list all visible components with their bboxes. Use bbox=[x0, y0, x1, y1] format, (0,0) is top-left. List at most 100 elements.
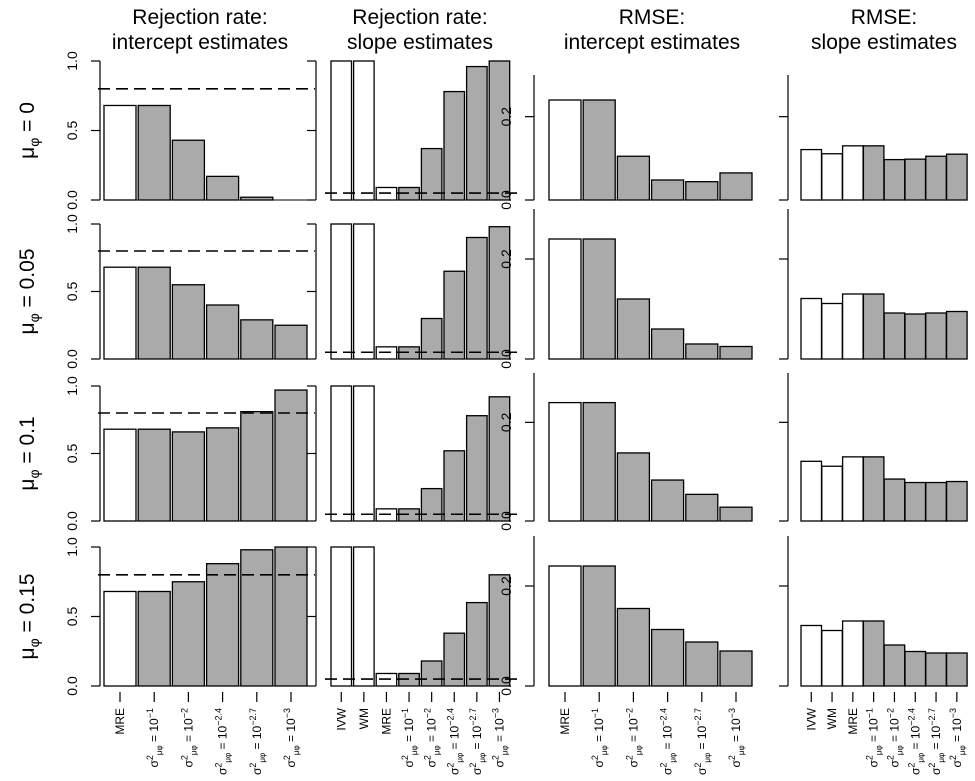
category-main: σ bbox=[284, 760, 298, 768]
panel-r3-c2 bbox=[307, 385, 518, 522]
bar bbox=[650, 628, 685, 687]
category-exponent: −2.7 bbox=[693, 708, 703, 726]
category-main: IVW bbox=[804, 707, 818, 730]
bar bbox=[904, 650, 927, 687]
column-title-line: intercept estimates bbox=[564, 31, 740, 54]
bar bbox=[103, 266, 137, 360]
category-main: WM bbox=[825, 708, 839, 729]
bar bbox=[925, 481, 947, 522]
y-tick-label: 0.2 bbox=[498, 576, 514, 596]
bar bbox=[862, 145, 885, 201]
category-eq: = 10 bbox=[908, 725, 922, 752]
bar bbox=[616, 155, 651, 201]
bar bbox=[352, 223, 375, 360]
bar bbox=[616, 452, 651, 522]
bar bbox=[205, 563, 240, 687]
bar bbox=[274, 324, 308, 360]
bar bbox=[685, 181, 719, 201]
category-exponent: −1 bbox=[400, 708, 410, 718]
category-eq: = 10 bbox=[181, 718, 195, 745]
column-title-line: Rejection rate: bbox=[352, 6, 487, 29]
y-tick-label: 0.5 bbox=[64, 121, 80, 141]
category-label: σ2μφ = 10−2.4 bbox=[906, 708, 925, 775]
category-sup: 2 bbox=[885, 755, 895, 760]
row-label-symbol: μ bbox=[16, 647, 39, 659]
category-main: σ bbox=[250, 767, 264, 775]
bar bbox=[548, 238, 582, 360]
category-main: MRE bbox=[558, 708, 572, 735]
category-sup: 2 bbox=[906, 763, 916, 768]
category-exponent: −2.7 bbox=[248, 708, 258, 726]
bar bbox=[330, 223, 353, 360]
bar bbox=[103, 428, 137, 522]
category-eq: = 10 bbox=[695, 725, 709, 752]
bar bbox=[171, 139, 206, 201]
bar bbox=[137, 266, 171, 360]
bar bbox=[548, 565, 582, 687]
row-label-3: μφ = 0.1 bbox=[16, 416, 42, 490]
bar bbox=[582, 238, 616, 360]
category-eq: = 10 bbox=[729, 718, 743, 745]
category-sup: 2 bbox=[624, 755, 634, 760]
y-tick-label: 0.2 bbox=[498, 249, 514, 269]
bar bbox=[488, 60, 511, 201]
panel-r1-c3: 0.0 0.2 bbox=[498, 75, 753, 210]
y-tick-label: 1.0 bbox=[64, 51, 80, 71]
category-eq: = 10 bbox=[661, 725, 675, 752]
bar bbox=[443, 632, 466, 687]
bar bbox=[800, 624, 823, 687]
category-exponent: −2.4 bbox=[906, 708, 916, 726]
row-label-subscript: φ bbox=[26, 469, 42, 478]
panel-r4-c1: 0.0 0.5 1.0 bbox=[64, 537, 315, 696]
bar bbox=[925, 155, 947, 201]
bar bbox=[719, 172, 753, 201]
panel-r2-c3: 0.0 0.2 bbox=[498, 209, 753, 369]
row-label-value: = 0 bbox=[16, 102, 39, 138]
y-tick-label: 0.0 bbox=[64, 511, 80, 531]
category-label: σ2μφ = 10−2 bbox=[624, 708, 643, 768]
category-sup: 2 bbox=[282, 755, 292, 760]
bar bbox=[800, 297, 823, 360]
category-exponent: −2.4 bbox=[445, 708, 455, 726]
category-eq: = 10 bbox=[147, 718, 161, 745]
category-main: σ bbox=[592, 760, 606, 768]
bar bbox=[103, 104, 137, 201]
bar bbox=[685, 493, 719, 522]
bar bbox=[171, 431, 206, 522]
category-exponent: −3 bbox=[948, 708, 958, 718]
category-exponent: −2.7 bbox=[927, 708, 937, 726]
category-label: MRE bbox=[846, 708, 860, 735]
bar bbox=[582, 401, 616, 522]
category-sup: 2 bbox=[948, 755, 958, 760]
category-sup: 2 bbox=[423, 755, 433, 760]
bar bbox=[420, 487, 443, 522]
bar bbox=[883, 312, 906, 360]
category-main: σ bbox=[695, 767, 709, 775]
panel-r3-c4 bbox=[779, 373, 968, 522]
category-label: σ2μφ = 10−2.7 bbox=[248, 708, 267, 775]
column-titles: Rejection rate: intercept estimates Reject… bbox=[112, 6, 957, 54]
bar bbox=[137, 104, 171, 201]
category-main: σ bbox=[661, 767, 675, 775]
category-label: σ2μφ = 10−1 bbox=[590, 708, 609, 768]
panel-r3-c1: 0.0 0.5 1.0 bbox=[64, 376, 315, 531]
category-sub: μφ bbox=[958, 745, 967, 755]
bar bbox=[274, 389, 308, 522]
category-sup: 2 bbox=[214, 763, 224, 768]
category-sub: μφ bbox=[600, 745, 609, 755]
category-main: σ bbox=[729, 760, 743, 768]
column-title-line: Rejection rate: bbox=[132, 6, 267, 29]
category-sup: 2 bbox=[865, 755, 875, 760]
panel-r3-c3: 0.0 0.2 bbox=[498, 373, 753, 531]
category-sub: μφ bbox=[634, 745, 643, 755]
category-label: MRE bbox=[113, 708, 127, 735]
category-sub: μφ bbox=[916, 753, 925, 763]
category-exponent: −3 bbox=[490, 708, 500, 718]
category-sup: 2 bbox=[179, 755, 189, 760]
category-sup: 2 bbox=[927, 763, 937, 768]
category-exponent: −3 bbox=[282, 708, 292, 718]
bar bbox=[904, 481, 927, 522]
bar bbox=[465, 65, 488, 201]
bar bbox=[925, 312, 947, 360]
